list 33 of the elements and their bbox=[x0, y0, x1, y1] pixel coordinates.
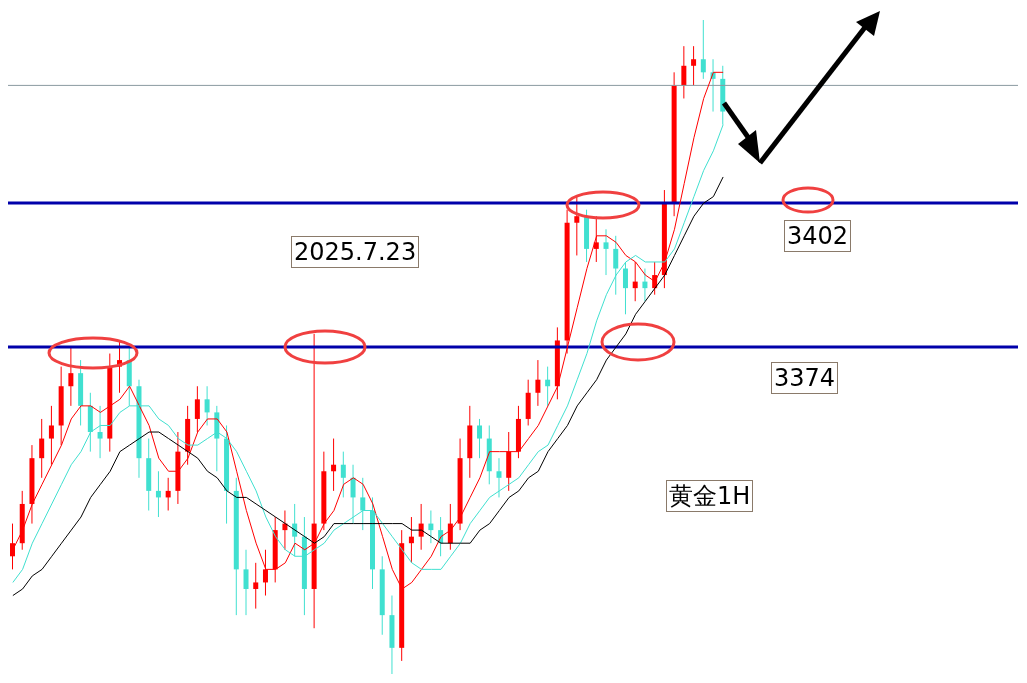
candlestick bbox=[68, 346, 74, 407]
candlestick bbox=[632, 261, 638, 302]
candlestick bbox=[165, 477, 171, 511]
candlestick bbox=[350, 464, 356, 525]
candlestick bbox=[155, 470, 161, 518]
candlestick bbox=[574, 196, 580, 256]
candlestick bbox=[603, 228, 609, 276]
annotation: 2025.7.23 bbox=[291, 236, 420, 268]
annotation: 黄金1H bbox=[666, 480, 754, 512]
candlestick bbox=[428, 510, 434, 544]
candlestick bbox=[642, 268, 648, 302]
candlestick bbox=[535, 359, 541, 407]
text: 3402 bbox=[784, 220, 852, 252]
candlestick bbox=[39, 418, 45, 479]
candlestick bbox=[613, 235, 619, 296]
candlestick bbox=[97, 405, 103, 459]
candlestick bbox=[408, 516, 414, 564]
candlestick bbox=[243, 549, 249, 616]
candlestick bbox=[204, 385, 210, 426]
candlestick bbox=[360, 477, 366, 531]
text: 3374 bbox=[771, 362, 839, 394]
candlestick bbox=[681, 45, 687, 99]
candlestick bbox=[477, 418, 483, 459]
candlestick bbox=[496, 457, 502, 498]
candlestick bbox=[622, 261, 628, 315]
candlestick bbox=[331, 438, 337, 492]
candlestick bbox=[700, 20, 706, 80]
candlestick bbox=[340, 451, 346, 498]
candlestick bbox=[691, 45, 697, 86]
candlestick bbox=[253, 562, 259, 610]
candlestick bbox=[48, 405, 54, 466]
candlestick bbox=[545, 366, 551, 407]
candlestick bbox=[194, 385, 200, 433]
